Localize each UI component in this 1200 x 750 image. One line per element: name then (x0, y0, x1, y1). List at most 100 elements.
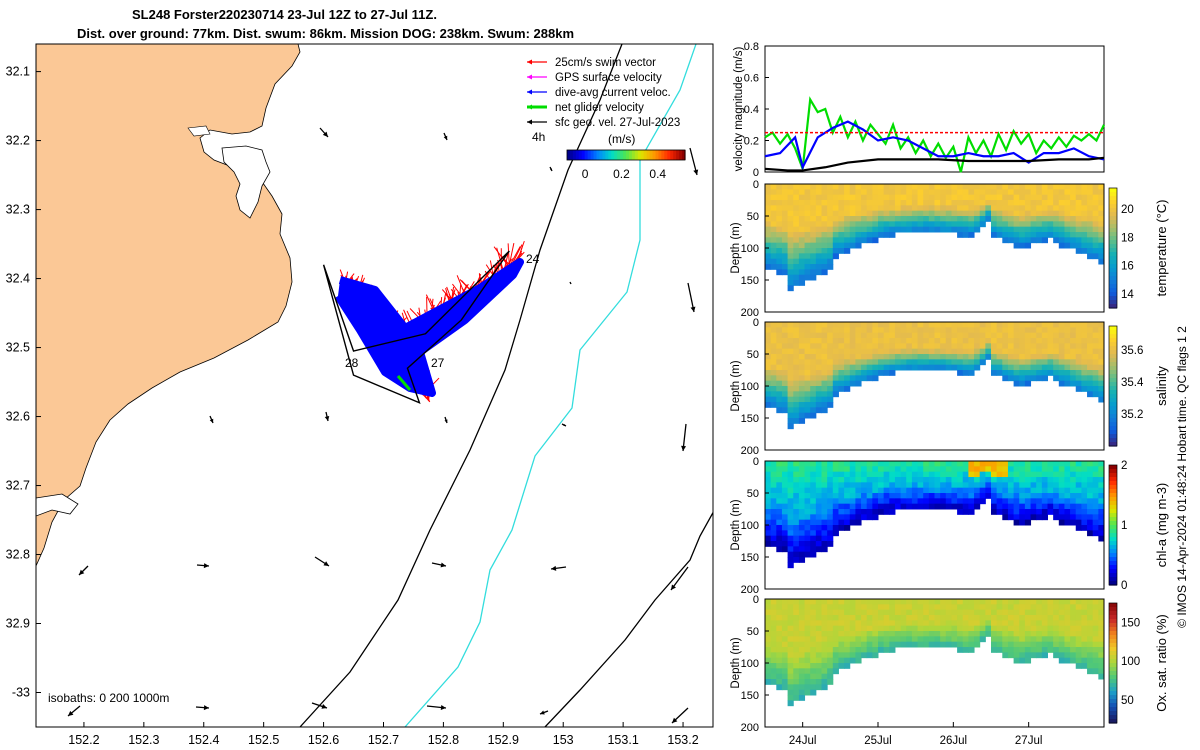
depth-cell (1002, 472, 1008, 478)
depth-cell (810, 327, 816, 333)
depth-cell (810, 391, 816, 397)
depth-cell (985, 322, 991, 328)
depth-cell (1087, 227, 1093, 233)
depth-cell (799, 259, 805, 265)
map-y-tick-label: 32.2 (6, 134, 30, 148)
depth-cell (816, 674, 822, 680)
depth-cell (935, 343, 941, 349)
depth-cell (1019, 322, 1025, 328)
depth-cell (1081, 386, 1087, 392)
depth-cell (918, 359, 924, 365)
depth-cell (1064, 195, 1070, 201)
depth-cell (867, 482, 873, 488)
depth-cell (951, 365, 957, 371)
depth-cell (867, 509, 873, 515)
depth-cell (771, 615, 777, 621)
copyright-note: © IMOS 14-Apr-2024 01:48:24 Hobart time.… (1175, 326, 1189, 628)
depth-cell (997, 461, 1003, 467)
depth-cell (810, 381, 816, 387)
depth-cell (776, 658, 782, 664)
depth-cell (833, 466, 839, 472)
depth-cell (968, 322, 974, 328)
depth-cell (838, 620, 844, 626)
depth-cell (923, 620, 929, 626)
map-x-tick-label: 152.3 (128, 733, 159, 747)
depth-cell (765, 195, 771, 201)
depth-cell (957, 488, 963, 494)
depth-cell (810, 359, 816, 365)
depth-cell (810, 631, 816, 637)
depth-cell (1064, 509, 1070, 515)
colorbar-cell (1109, 707, 1117, 712)
depth-cell (1014, 243, 1020, 249)
depth-cell (816, 338, 822, 344)
depth-cell (1076, 338, 1082, 344)
depth-cell (1019, 493, 1025, 499)
depth-cell (793, 488, 799, 494)
depth-cell (901, 338, 907, 344)
depth-cell (850, 610, 856, 616)
depth-cell (980, 472, 986, 478)
depth-cell (776, 546, 782, 552)
depth-cell (793, 386, 799, 392)
depth-cell (867, 631, 873, 637)
depth-cell (1059, 216, 1065, 222)
depth-cell (771, 338, 777, 344)
depth-cell (867, 227, 873, 233)
depth-cell (1064, 184, 1070, 190)
depth-cell (1081, 504, 1087, 510)
depth-cell (810, 679, 816, 685)
depth-cell (799, 333, 805, 339)
depth-colorbar: 012 (1109, 460, 1127, 592)
depth-cell (906, 626, 912, 632)
depth-cell (1081, 604, 1087, 610)
depth-y-axis-label: Depth (m) (730, 499, 742, 550)
depth-cell (963, 599, 969, 605)
depth-cell (872, 227, 878, 233)
depth-cell (827, 237, 833, 243)
depth-cell (810, 541, 816, 547)
depth-cell (1048, 610, 1054, 616)
depth-cell (1019, 610, 1025, 616)
depth-cell (1002, 327, 1008, 333)
depth-cell (799, 232, 805, 238)
depth-cell (1031, 477, 1037, 483)
depth-cell (805, 269, 811, 275)
depth-cell (810, 343, 816, 349)
depth-cell (1014, 375, 1020, 381)
depth-cell (997, 504, 1003, 510)
depth-cell (776, 647, 782, 653)
depth-cell (838, 343, 844, 349)
depth-cell (980, 322, 986, 328)
depth-cell (810, 493, 816, 499)
depth-cell (1087, 514, 1093, 520)
depth-y-tick-label: 50 (747, 626, 759, 638)
depth-cell (929, 327, 935, 333)
depth-cell (1087, 599, 1093, 605)
depth-cell (816, 407, 822, 413)
depth-cell (1042, 466, 1048, 472)
depth-cell (1048, 359, 1054, 365)
depth-cell (1076, 216, 1082, 222)
geo-velocity-arrow (570, 282, 571, 284)
depth-cell (1064, 658, 1070, 664)
depth-cell (855, 520, 861, 526)
depth-cell (884, 189, 890, 195)
depth-cell (788, 370, 794, 376)
depth-cell (923, 327, 929, 333)
depth-cell (793, 232, 799, 238)
depth-cell (1019, 642, 1025, 648)
depth-cell (1059, 205, 1065, 211)
depth-cell (810, 668, 816, 674)
depth-cell (1002, 498, 1008, 504)
depth-cell (1048, 620, 1054, 626)
depth-cell (822, 684, 828, 690)
depth-cell (935, 642, 941, 648)
depth-cell (805, 674, 811, 680)
colorbar-cell (1109, 569, 1117, 574)
depth-cell (906, 615, 912, 621)
depth-cell (833, 488, 839, 494)
depth-cell (929, 504, 935, 510)
depth-cell (974, 184, 980, 190)
depth-cell (793, 413, 799, 419)
